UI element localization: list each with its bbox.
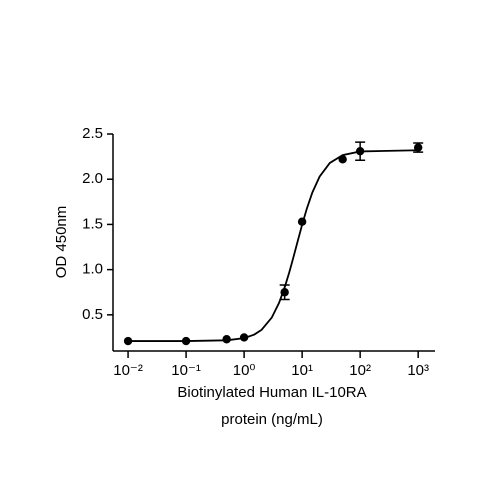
y-tick-label: 1.5 <box>82 215 103 232</box>
y-tick-label: 0.5 <box>82 306 103 323</box>
data-point <box>297 217 307 226</box>
y-tick-label: 2.0 <box>82 170 103 187</box>
y-tick-label: 1.0 <box>82 261 103 278</box>
data-point <box>181 336 191 346</box>
data-point <box>413 143 423 152</box>
x-tick-label: 10² <box>349 362 371 379</box>
data-point <box>355 146 365 156</box>
x-axis-label: Biotinylated Human IL-10RA <box>177 384 366 401</box>
data-point <box>338 155 347 164</box>
x-tick-label: 10⁻² <box>113 362 143 379</box>
x-axis-label: protein (ng/mL) <box>221 411 323 428</box>
fit-curve <box>128 149 419 342</box>
x-tick-label: 10⁻¹ <box>171 362 201 379</box>
x-tick-label: 10³ <box>407 362 429 379</box>
data-point <box>123 336 133 346</box>
y-axis-label: OD 450nm <box>53 206 70 279</box>
data-point <box>280 288 289 297</box>
x-tick-label: 10¹ <box>291 362 313 379</box>
y-tick-label: 2.5 <box>82 125 103 142</box>
data-point <box>239 333 249 342</box>
data-point <box>222 335 231 344</box>
x-tick-label: 10⁰ <box>233 362 256 379</box>
